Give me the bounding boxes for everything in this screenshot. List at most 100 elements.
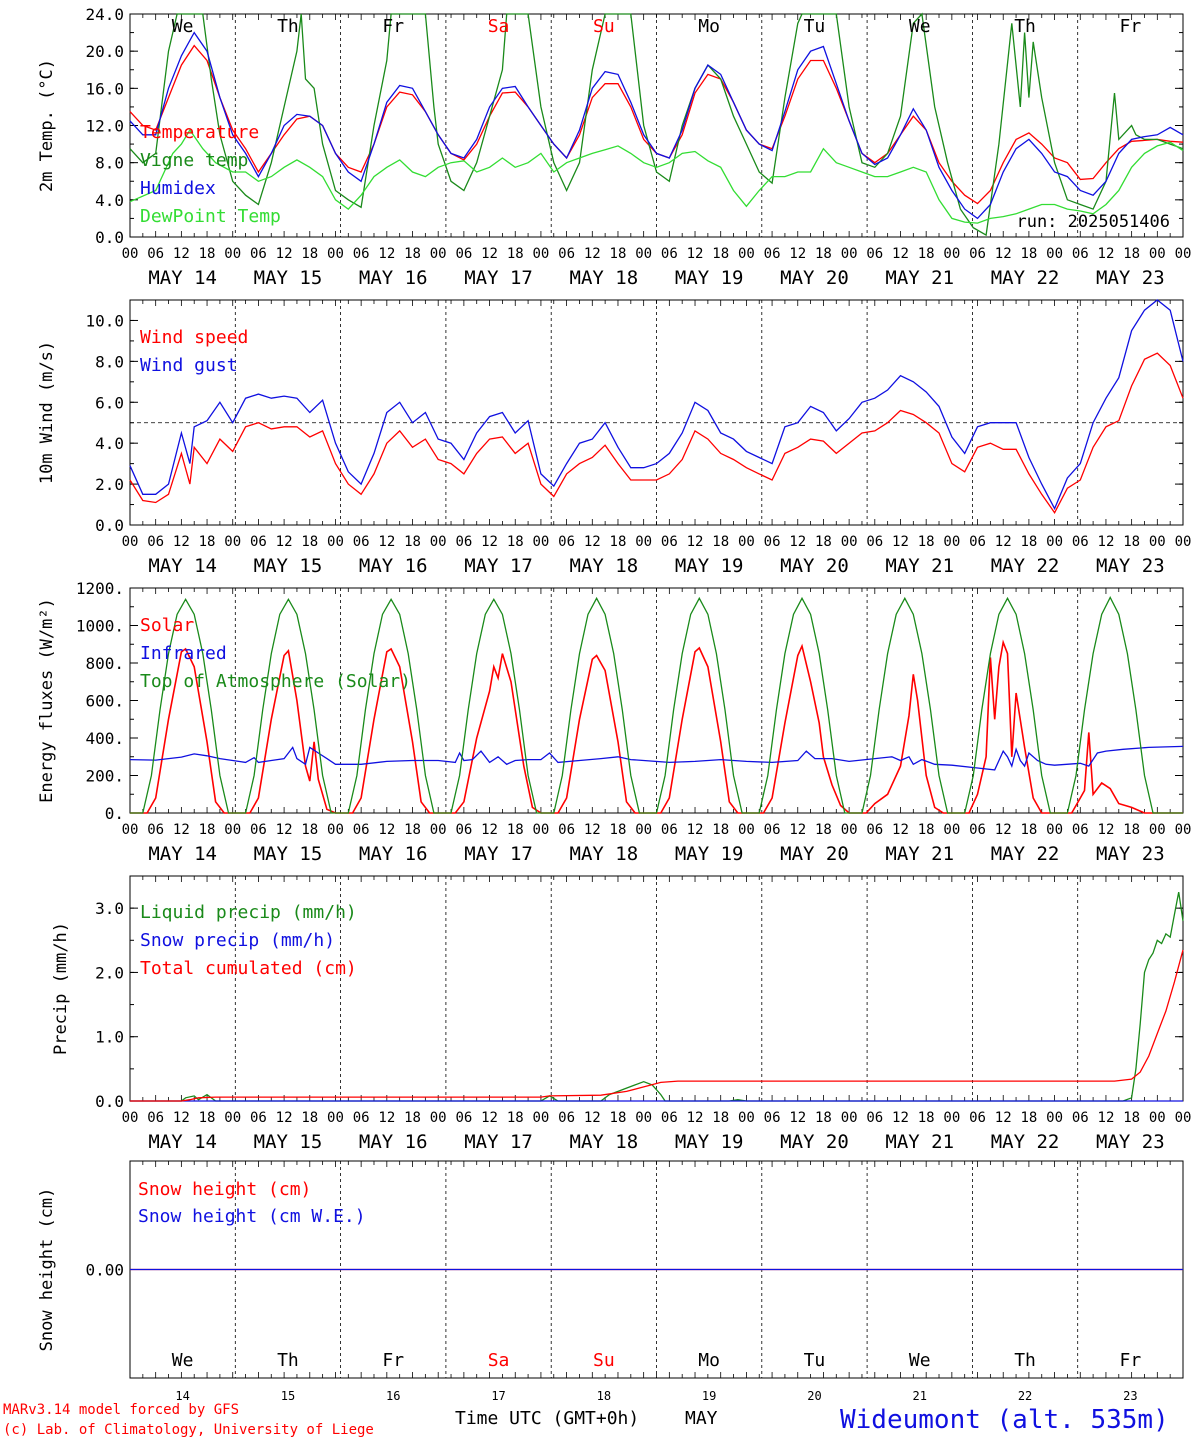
hour-label: 18 [712, 534, 729, 550]
y-axis-title: Snow height (cm) [37, 1188, 57, 1352]
footer: MARv3.14 model forced by GFS (c) Lab. of… [3, 1402, 1169, 1438]
y-tick-label: 0.0 [95, 228, 124, 247]
y-tick-label: 4.0 [95, 434, 124, 453]
day-name: Fr [382, 16, 404, 37]
hour-label: 00 [327, 534, 344, 550]
series-line [129, 12, 1184, 237]
legend-entry: Wind speed [140, 327, 248, 348]
hour-label: 18 [507, 246, 524, 262]
hour-label: 12 [173, 246, 190, 262]
hour-label: 06 [455, 822, 472, 838]
hour-label: 18 [199, 822, 216, 838]
series-line [129, 352, 1184, 514]
hour-label: 18 [918, 534, 935, 550]
hour-label: 06 [558, 822, 575, 838]
hour-label: 06 [353, 246, 370, 262]
hour-label: 12 [481, 246, 498, 262]
hour-label: 12 [687, 534, 704, 550]
hour-label: 06 [250, 822, 267, 838]
legend-entry: Top of Atmosphere (Solar) [140, 671, 411, 692]
hour-label: 12 [789, 1110, 806, 1126]
hour-label: 00 [1175, 1110, 1192, 1126]
hour-label: 00 [532, 1110, 549, 1126]
y-axis-title: Precip (mm/h) [51, 922, 71, 1055]
day-name: Sa [488, 16, 510, 37]
hour-label: 06 [455, 246, 472, 262]
hour-label: 12 [378, 822, 395, 838]
model-credit: MARv3.14 model forced by GFS [3, 1402, 239, 1418]
hour-label: 06 [558, 246, 575, 262]
date-label: MAY 18 [570, 555, 639, 577]
y-tick-label: 400. [85, 729, 124, 748]
hour-label: 06 [558, 534, 575, 550]
run-label: run: 2025051406 [1016, 212, 1170, 232]
hour-label: 18 [918, 1110, 935, 1126]
hour-label: 00 [841, 534, 858, 550]
hour-label: 18 [712, 822, 729, 838]
hour-label: 12 [481, 534, 498, 550]
hour-label: 00 [327, 822, 344, 838]
series-line [129, 128, 1184, 224]
hour-label: 18 [1123, 822, 1140, 838]
hour-label: 18 [1123, 1110, 1140, 1126]
date-label: MAY 16 [359, 267, 428, 289]
y-tick-label: 0.0 [95, 516, 124, 535]
day-number: 20 [807, 1389, 821, 1403]
hour-label: 00 [122, 822, 139, 838]
hour-label: 00 [1046, 246, 1063, 262]
hour-label: 06 [147, 1110, 164, 1126]
day-number: 21 [913, 1389, 927, 1403]
date-label: MAY 23 [1096, 267, 1165, 289]
day-name: Th [1014, 16, 1036, 37]
hour-label: 00 [430, 822, 447, 838]
time-axis-label: Time UTC (GMT+0h) [455, 1408, 639, 1429]
series-line [130, 639, 1183, 814]
series-line [130, 891, 1184, 1102]
legend-entry: Infrared [140, 643, 227, 664]
hour-label: 18 [610, 822, 627, 838]
day-number: 22 [1018, 1389, 1032, 1403]
hour-label: 12 [1098, 246, 1115, 262]
hour-label: 06 [866, 534, 883, 550]
hour-label: 06 [455, 534, 472, 550]
hour-label: 00 [1149, 1110, 1166, 1126]
hour-label: 12 [173, 534, 190, 550]
hour-label: 00 [738, 246, 755, 262]
day-name: Mo [698, 16, 720, 37]
hour-label: 06 [1072, 534, 1089, 550]
hour-label: 18 [199, 534, 216, 550]
day-number: 14 [175, 1389, 189, 1403]
date-label: MAY 14 [148, 843, 217, 865]
hour-label: 06 [764, 246, 781, 262]
day-number: 23 [1123, 1389, 1137, 1403]
hour-label: 00 [122, 246, 139, 262]
legend-entry: Snow height (cm) [138, 1179, 311, 1200]
date-label: MAY 18 [570, 267, 639, 289]
date-label: MAY 22 [991, 1131, 1060, 1153]
date-label: MAY 16 [359, 1131, 428, 1153]
day-name: Sa [488, 1350, 510, 1371]
hour-label: 00 [1046, 1110, 1063, 1126]
hour-label: 00 [1175, 822, 1192, 838]
hour-label: 12 [789, 822, 806, 838]
date-label: MAY 22 [991, 555, 1060, 577]
hour-label: 12 [1098, 822, 1115, 838]
legend-entry: Temperature [140, 122, 259, 143]
hour-label: 18 [610, 534, 627, 550]
hour-label: 12 [1098, 534, 1115, 550]
hour-label: 00 [327, 1110, 344, 1126]
hour-label: 00 [738, 822, 755, 838]
date-label: MAY 17 [464, 1131, 533, 1153]
legend-entry: Humidex [140, 178, 216, 199]
hour-label: 18 [199, 246, 216, 262]
hour-label: 12 [789, 246, 806, 262]
hour-label: 00 [943, 1110, 960, 1126]
hour-label: 06 [661, 1110, 678, 1126]
hour-label: 18 [199, 1110, 216, 1126]
hour-label: 18 [815, 534, 832, 550]
y-tick-label: 0.0 [95, 1092, 124, 1111]
day-name: Fr [1120, 1350, 1142, 1371]
hour-label: 18 [404, 534, 421, 550]
hour-label: 18 [1020, 246, 1037, 262]
hour-label: 00 [327, 246, 344, 262]
